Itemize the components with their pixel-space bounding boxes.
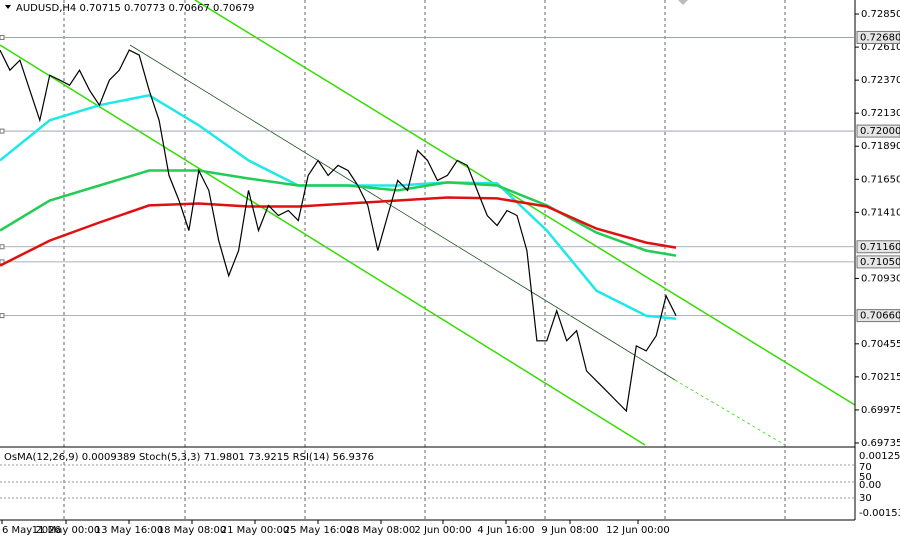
level-label: 0.71050: [860, 257, 900, 268]
y-tick-label: 0.70215: [861, 372, 900, 383]
y-tick-label: 0.70930: [861, 273, 900, 284]
level-marker: [0, 244, 5, 250]
level-label-box: [856, 309, 900, 323]
level-label: 0.70660: [860, 311, 900, 322]
indicator-axis-label: -0.00153: [859, 508, 900, 519]
level-marker: [0, 34, 5, 40]
indicator-panel: OsMA(12,26,9) 0.0009389 Stoch(5,3,3) 71.…: [0, 452, 855, 499]
x-tick-label: 12 Jun 00:00: [606, 525, 670, 536]
menu-icon: [5, 5, 11, 9]
x-tick-label: 4 Jun 16:00: [477, 525, 534, 536]
level-label-box: [856, 240, 900, 254]
level-label-box: [856, 124, 900, 138]
vertical-grid: [63, 0, 786, 520]
x-tick-label: 25 May 16:00: [284, 525, 353, 536]
indicator-axis-label: 30: [859, 493, 872, 504]
x-tick-label: 21 May 00:00: [221, 525, 290, 536]
y-tick-label: 0.72610: [861, 42, 900, 53]
level-label-box: [856, 255, 900, 269]
y-tick-label: 0.71890: [861, 141, 900, 152]
moving-average: [0, 169, 677, 257]
x-tick-label: 2 Jun 00:00: [414, 525, 471, 536]
price-line: [0, 49, 677, 413]
level-label: 0.71160: [860, 242, 900, 253]
shift-marker: [678, 0, 688, 5]
y-tick-label: 0.71650: [861, 174, 900, 185]
level-label-box: [856, 30, 900, 44]
y-tick-label: 0.72370: [861, 75, 900, 86]
moving-average: [0, 196, 677, 267]
level-label: 0.72000: [860, 126, 900, 137]
y-tick-label: 0.69735: [861, 438, 900, 449]
x-tick-label: 18 May 08:00: [158, 525, 227, 536]
y-tick-label: 0.70455: [861, 339, 900, 350]
x-tick-label: 28 May 08:00: [347, 525, 416, 536]
level-marker: [0, 313, 5, 319]
level-marker: [0, 128, 5, 134]
x-tick-label: 6 May 2026: [2, 525, 61, 536]
x-tick-label: 9 Jun 08:00: [541, 525, 598, 536]
y-tick-label: 0.71410: [861, 207, 900, 218]
y-tick-label: 0.72130: [861, 108, 900, 119]
y-tick-label: 0.72850: [861, 9, 900, 20]
chart-title: AUDUSD,H4 0.70715 0.70773 0.70667 0.7067…: [16, 3, 254, 14]
x-tick-label: 11 May 00:00: [32, 525, 101, 536]
indicator-axis-label: 50: [859, 472, 872, 483]
indicator-label: OsMA(12,26,9) 0.0009389 Stoch(5,3,3) 71.…: [4, 452, 374, 463]
indicator-axis-label: 70: [859, 462, 872, 473]
level-label: 0.72680: [860, 32, 900, 43]
x-tick-label: 13 May 16:00: [95, 525, 164, 536]
indicator-axis-label: 0.00125: [859, 451, 900, 462]
y-tick-label: 0.69975: [861, 405, 900, 416]
indicator-axis-label: 0.00: [859, 480, 881, 491]
